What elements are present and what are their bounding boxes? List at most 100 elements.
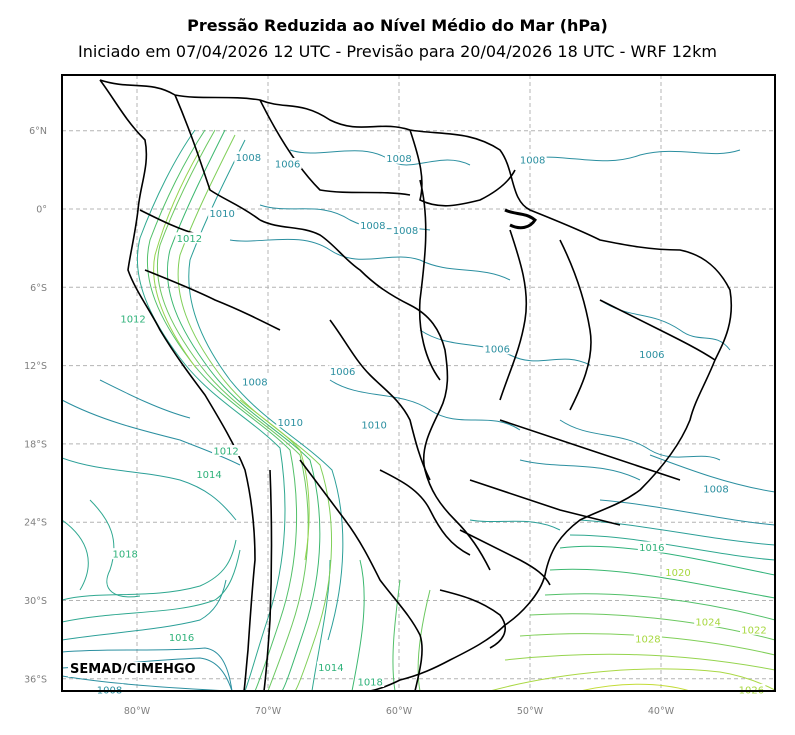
isobar-1008-pacific [62,675,231,691]
uruguay-border [439,589,506,649]
isobar-1010-atl [599,499,775,526]
isobar-1030-atl [579,683,691,691]
isobar-label: 1020 [665,568,690,579]
contour-label-background [240,375,269,387]
contour-label-background [637,348,666,360]
contour-label-background [276,416,305,428]
isobar-1012-coast [62,457,237,521]
contour-label-background [208,207,237,219]
isobar-label: 1008 [242,377,267,388]
contour-label-background [234,151,263,163]
isobar-label: 1006 [275,159,300,170]
isobar-1016-coast [62,519,89,591]
contour-label-background [518,154,547,166]
isobar-1008-interior [229,238,511,281]
andes-contour-h [239,399,310,561]
lat-tick-label: 24°S [24,518,47,529]
isobar-label: 1008 [386,154,411,165]
chile-border [263,469,273,691]
map-title: Pressão Reduzida ao Nível Médio do Mar (… [187,16,608,35]
contour-label-background [360,418,389,430]
south-america-coast [99,79,733,691]
isobar-1014-coast [89,499,141,598]
lon-tick-label: 70°W [255,706,282,717]
lat-tick-label: 6°N [29,126,47,137]
lon-tick-label: 40°W [648,706,675,717]
isobar-1018-atl [549,568,775,599]
isobar-1014-atl [569,534,775,561]
pacific-coast [99,79,256,691]
isobar-label: 1006 [639,350,664,361]
isobar-label: 1014 [318,663,343,674]
lat-tick-label: 0° [36,205,47,216]
isobar-1016-arg [351,559,365,691]
lon-tick-label: 50°W [517,706,544,717]
political-borders [99,79,733,691]
isobar-label: 1008 [360,221,385,232]
brazil-state-c [559,239,592,411]
map-frame [61,74,776,692]
contour-label-background [195,468,224,480]
isobar-1012-pacific [62,647,233,691]
isobar-label: 1016 [169,633,194,644]
isobar-1008-coast [99,379,191,419]
contour-label-background [740,623,769,635]
contour-label-background [328,365,357,377]
brazil-west-border [259,219,491,571]
contour-label-background [356,676,385,688]
lon-tick-label: 60°W [386,706,413,717]
isobar-label: 1016 [639,543,664,554]
brazil-state-d [599,299,716,361]
contour-label-background [385,152,413,164]
isobar-label: 1012 [177,234,202,245]
lat-tick-label: 30°S [24,596,47,607]
andes-contour-f [188,139,344,641]
longitude-ticks: 80°W 70°W 60°W 50°W 40°W [124,706,675,717]
contour-label-background [212,445,241,457]
isobar-1006-interior [419,329,591,366]
andes-contour-g [153,149,201,369]
isobar-1028-atl [489,668,775,691]
contour-label-background [175,232,204,244]
isobar-1020-atl [544,593,775,621]
andes-contour-b [156,129,309,691]
isobar-label: 1008 [393,226,418,237]
isobar-label: 1024 [695,617,720,628]
isobar-label: 1028 [635,634,660,645]
contour-label-background [664,566,693,578]
credit-label: SEMAD/CIMEHGO [68,662,198,677]
isobar-1018-pacific [62,539,237,601]
isobar-label: 1022 [741,625,766,636]
isobar-label: 1010 [361,420,386,431]
isobar-label: 1010 [209,209,234,220]
isobar-label: 1012 [213,447,238,458]
colombia-border [174,94,261,221]
amazon-delta [504,208,537,230]
isobar-1012-brs [469,519,561,531]
isobar-1010-se [519,459,641,481]
isobar-label: 1018 [357,678,382,689]
brazil-state-b [499,229,528,401]
isobar-1008-se [559,419,721,461]
contour-label-background [167,631,196,643]
isobar-label: 1006 [485,345,510,356]
isobar-label: 1006 [330,367,355,378]
isobar-1010-central [329,379,521,431]
contour-label-background [358,219,387,231]
brazil-state-a [418,179,441,381]
latitude-ticks: 6°N 0° 6°S 12°S 18°S 24°S 30°S 36°S [24,126,47,685]
contour-label-background [391,224,420,236]
brazil-state-f [469,479,621,526]
isobar-label: 1008 [236,153,261,164]
contour-label-background [95,683,124,695]
brazil-state-e [499,419,681,481]
contour-label-background [316,661,345,673]
lat-tick-label: 18°S [24,439,47,450]
paraguay-border [379,469,471,556]
isobar-1016-atl [559,545,775,576]
isobar-1018-arg [392,579,401,691]
contour-label-background [273,157,302,169]
map-subtitle: Iniciado em 07/04/2026 12 UTC - Previsão… [78,42,717,61]
isobar-1016-pacific [62,549,241,623]
